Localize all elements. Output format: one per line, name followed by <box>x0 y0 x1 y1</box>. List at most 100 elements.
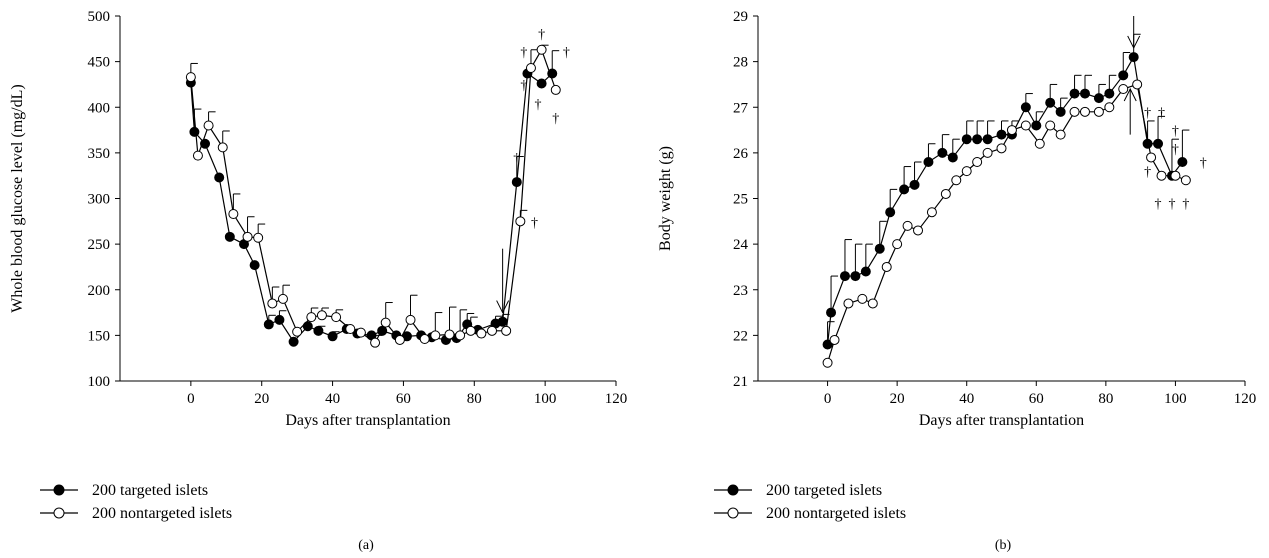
significance-dagger: † <box>1155 197 1162 212</box>
data-point-nontargeted <box>228 209 239 220</box>
data-point-targeted <box>1177 157 1188 167</box>
data-point-nontargeted <box>822 357 833 368</box>
significance-dagger: † <box>1158 106 1165 121</box>
x-axis-label: Days after transplantation <box>285 412 450 429</box>
x-tick-label: 40 <box>325 391 340 407</box>
data-point-nontargeted <box>1146 152 1157 163</box>
legend-marker <box>53 484 65 496</box>
x-tick-label: 60 <box>396 391 411 407</box>
y-tick-label: 500 <box>88 9 111 25</box>
significance-dagger: † <box>563 46 570 61</box>
data-point-nontargeted <box>892 239 903 250</box>
data-point-targeted <box>302 321 313 332</box>
data-point-nontargeted <box>951 175 962 186</box>
y-tick-label: 400 <box>88 100 111 116</box>
data-point-targeted <box>288 336 299 347</box>
data-point-nontargeted <box>370 337 381 348</box>
data-point-targeted <box>899 184 910 195</box>
legend-marker <box>727 484 739 496</box>
significance-dagger: † <box>1172 124 1179 139</box>
data-point-nontargeted <box>1069 106 1080 117</box>
data-point-nontargeted <box>867 298 878 309</box>
y-tick-label: 22 <box>733 328 748 344</box>
data-point-targeted <box>1079 88 1090 99</box>
data-point-nontargeted <box>419 334 430 345</box>
y-tick-label: 150 <box>88 328 111 344</box>
data-point-nontargeted <box>1118 84 1129 94</box>
series-line-targeted <box>826 55 1183 345</box>
x-tick-label: 20 <box>890 391 905 407</box>
x-tick-label: 0 <box>187 391 195 407</box>
data-point-targeted <box>547 68 558 79</box>
data-point-nontargeted <box>1055 129 1066 140</box>
x-tick-label: 40 <box>959 391 974 407</box>
data-point-nontargeted <box>1079 106 1090 117</box>
data-point-nontargeted <box>487 325 497 336</box>
data-point-targeted <box>1020 102 1031 113</box>
data-point-targeted <box>972 134 983 145</box>
x-tick-label: 120 <box>1234 391 1257 407</box>
data-point-nontargeted <box>331 312 342 323</box>
arrow-head <box>1123 87 1137 102</box>
data-point-targeted <box>860 266 871 277</box>
data-point-targeted <box>1153 138 1164 149</box>
data-point-targeted <box>947 152 958 163</box>
significance-dagger: † <box>1168 197 1175 212</box>
y-tick-label: 26 <box>733 146 749 162</box>
data-point-targeted <box>224 231 235 242</box>
data-point-nontargeted <box>253 232 264 243</box>
data-point-targeted <box>327 331 338 342</box>
data-point-nontargeted <box>1034 138 1045 149</box>
y-tick-label: 27 <box>733 100 749 116</box>
data-point-nontargeted <box>1020 120 1031 131</box>
data-point-targeted <box>839 271 850 282</box>
data-point-targeted <box>982 134 993 145</box>
legend-label: 200 targeted islets <box>766 482 882 499</box>
data-point-nontargeted <box>355 327 366 338</box>
significance-dagger: † <box>1144 165 1151 180</box>
chart-panel-b: 21 22 23 24 25 26 27 28 29 0 20 40 60 80 100 120 Days af… <box>657 9 1256 553</box>
data-point-targeted <box>923 157 934 167</box>
data-point-nontargeted <box>380 317 391 328</box>
data-point-nontargeted <box>536 44 547 55</box>
x-tick-label: 100 <box>1164 391 1187 407</box>
data-point-nontargeted <box>982 147 993 158</box>
data-point-nontargeted <box>444 329 455 340</box>
x-tick-label: 20 <box>254 391 269 407</box>
legend-marker <box>53 507 65 519</box>
data-point-nontargeted <box>465 325 476 336</box>
y-tick-label: 21 <box>733 374 748 390</box>
data-point-nontargeted <box>192 150 203 161</box>
data-point-targeted <box>511 177 522 188</box>
data-point-nontargeted <box>1104 102 1115 113</box>
data-point-nontargeted <box>881 261 892 272</box>
x-tick-label: 80 <box>467 391 482 407</box>
significance-dagger: † <box>1182 197 1189 212</box>
y-tick-label: 200 <box>88 283 111 299</box>
y-tick-label: 29 <box>733 9 748 25</box>
data-point-nontargeted <box>926 207 937 218</box>
panel-label: (b) <box>995 538 1012 553</box>
data-point-targeted <box>1055 106 1066 117</box>
data-point-targeted <box>1069 88 1080 99</box>
data-point-targeted <box>1093 93 1104 104</box>
significance-dagger: † <box>1200 156 1207 171</box>
y-tick-label: 450 <box>88 55 111 71</box>
data-point-nontargeted <box>277 293 288 304</box>
significance-dagger: † <box>552 111 559 126</box>
data-point-targeted <box>1045 97 1056 108</box>
arrow-head <box>1127 35 1141 50</box>
y-tick-label: 28 <box>733 55 748 71</box>
data-point-targeted <box>1031 120 1042 131</box>
data-point-targeted <box>909 179 920 190</box>
significance-dagger: † <box>520 78 527 93</box>
data-point-targeted <box>885 207 896 218</box>
data-point-nontargeted <box>306 312 317 323</box>
data-point-targeted <box>214 172 225 183</box>
chart-panel-a: 100 150 200 250 300 350 400 450 500 0 20 40 60 80 100 1… <box>9 9 627 553</box>
arrow-head <box>496 300 510 314</box>
data-point-nontargeted <box>940 188 951 199</box>
data-point-targeted <box>996 129 1007 140</box>
data-point-nontargeted <box>455 330 466 341</box>
